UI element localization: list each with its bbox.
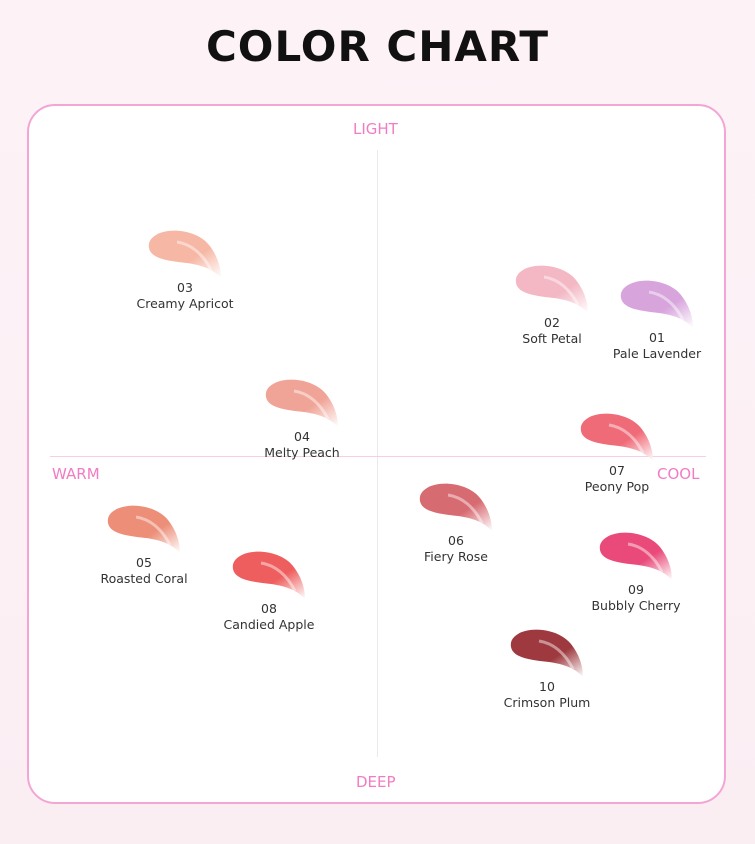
shade-number: 06 bbox=[448, 533, 464, 548]
shade-name: Roasted Coral bbox=[100, 571, 188, 586]
swatch-smear-icon bbox=[510, 629, 583, 677]
swatch-smear-icon bbox=[620, 280, 693, 328]
shade-item: 10 Crimson Plum bbox=[487, 627, 607, 711]
shade-name: Candied Apple bbox=[223, 617, 315, 632]
shade-number: 07 bbox=[609, 463, 625, 478]
swatch-smear-icon bbox=[515, 265, 588, 313]
shade-item: 06 Fiery Rose bbox=[396, 481, 516, 565]
shade-name: Crimson Plum bbox=[503, 695, 591, 710]
shade-name: Peony Pop bbox=[584, 479, 650, 494]
shade-item: 03 Creamy Apricot bbox=[125, 228, 245, 312]
shade-name: Melty Peach bbox=[264, 445, 340, 460]
axis-label-cool: COOL bbox=[657, 465, 700, 483]
swatch-smear-icon bbox=[599, 532, 672, 580]
shade-name: Bubbly Cherry bbox=[591, 598, 681, 613]
shade-name: Soft Petal bbox=[522, 331, 582, 346]
page-title: COLOR CHART bbox=[205, 22, 550, 71]
shade-number: 08 bbox=[261, 601, 277, 616]
axis-label-warm: WARM bbox=[52, 465, 100, 483]
shade-item: 04 Melty Peach bbox=[242, 377, 362, 461]
swatch-smear-icon bbox=[419, 483, 492, 531]
shade-name: Pale Lavender bbox=[612, 346, 702, 361]
swatch-smear-icon bbox=[107, 505, 180, 553]
axis-label-light: LIGHT bbox=[353, 120, 398, 138]
color-chart-card bbox=[27, 104, 726, 804]
shade-number: 04 bbox=[294, 429, 310, 444]
shade-number: 02 bbox=[544, 315, 560, 330]
shade-name: Creamy Apricot bbox=[136, 296, 234, 311]
shade-item: 08 Candied Apple bbox=[209, 549, 329, 633]
swatch-smear-icon bbox=[148, 230, 221, 278]
shade-number: 09 bbox=[628, 582, 644, 597]
horizontal-axis bbox=[50, 456, 706, 457]
shade-item: 07 Peony Pop bbox=[557, 411, 677, 495]
shade-item: 02 Soft Petal bbox=[492, 263, 612, 347]
shade-name: Fiery Rose bbox=[424, 549, 488, 564]
shade-item: 05 Roasted Coral bbox=[84, 503, 204, 587]
swatch-smear-icon bbox=[232, 551, 305, 599]
swatch-smear-icon bbox=[580, 413, 653, 461]
shade-number: 01 bbox=[649, 330, 665, 345]
vertical-axis bbox=[377, 150, 378, 757]
swatch-smear-icon bbox=[265, 379, 338, 427]
shade-item: 09 Bubbly Cherry bbox=[576, 530, 696, 614]
shade-number: 03 bbox=[177, 280, 193, 295]
shade-number: 10 bbox=[539, 679, 555, 694]
shade-number: 05 bbox=[136, 555, 152, 570]
axis-label-deep: DEEP bbox=[356, 773, 396, 791]
shade-item: 01 Pale Lavender bbox=[597, 278, 717, 362]
